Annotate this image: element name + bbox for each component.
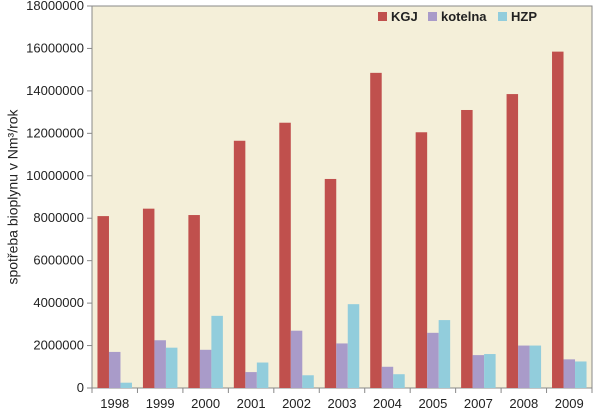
bar-kotelna-1998 (108, 351, 121, 388)
x-tick-label: 1998 (100, 396, 129, 411)
bar-kgj-2004 (370, 72, 382, 388)
legend-label-hzp: HZP (511, 9, 537, 24)
bar-kotelna-2002 (290, 330, 303, 388)
y-axis-ticks: 0 2000000 4000000 6000000 8000000 10000000 120… (26, 0, 92, 395)
x-tick-label: 2008 (509, 396, 538, 411)
y-tick-label: 6000000 (33, 253, 84, 268)
bar-kgj-2002 (279, 122, 291, 388)
legend-label-kgj: KGJ (391, 9, 418, 24)
x-tick-label: 2002 (282, 396, 311, 411)
legend: KGJ kotelna HZP (378, 9, 537, 24)
bar-hzp-1999 (165, 347, 178, 388)
bar-hzp-2005 (438, 320, 451, 388)
bar-kotelna-1999 (154, 340, 166, 388)
legend-label-kotelna: kotelna (441, 9, 487, 24)
x-tick-label: 2005 (418, 396, 447, 411)
bar-kotelna-2005 (427, 332, 439, 388)
legend-swatch-hzp (498, 12, 507, 21)
legend-swatch-kgj (378, 12, 387, 21)
bar-hzp-2000 (211, 315, 223, 388)
bar-hzp-2002 (302, 375, 314, 388)
bar-kotelna-2008 (518, 345, 530, 388)
bar-kotelna-2001 (245, 372, 257, 388)
y-tick-label: 18000000 (26, 0, 84, 13)
x-tick-label: 2000 (191, 396, 220, 411)
y-tick-label: 12000000 (26, 125, 84, 140)
y-tick-label: 14000000 (26, 83, 84, 98)
bar-kotelna-2003 (336, 343, 348, 388)
bar-kotelna-2000 (199, 349, 212, 388)
y-tick-label: 4000000 (33, 295, 84, 310)
bars-group (97, 51, 587, 389)
bar-kgj-1998 (97, 216, 109, 388)
x-axis-ticks: 1998 1999 2000 2001 2002 2003 2004 2005 2007 2008… (91, 388, 593, 411)
y-axis-title: spotřeba bioplynu v Nm³/rok (5, 108, 21, 284)
bar-kotelna-2009 (563, 359, 576, 388)
x-tick-label: 2001 (237, 396, 266, 411)
y-tick-label: 16000000 (26, 40, 84, 55)
bar-kgj-2003 (324, 178, 337, 388)
x-tick-label: 2003 (328, 396, 357, 411)
y-tick-label: 2000000 (33, 338, 84, 353)
bar-hzp-2009 (575, 361, 587, 388)
y-tick-label: 10000000 (26, 168, 84, 183)
bar-kgj-2001 (233, 140, 246, 388)
bar-hzp-2008 (529, 345, 542, 388)
x-tick-label: 1999 (146, 396, 175, 411)
bar-kgj-2008 (506, 94, 519, 389)
y-tick-label: 0 (77, 380, 84, 395)
y-tick-label: 8000000 (33, 210, 84, 225)
bar-kotelna-2007 (472, 355, 485, 388)
x-tick-label: 2009 (555, 396, 584, 411)
bar-kgj-2005 (415, 132, 428, 388)
bar-kgj-2007 (461, 109, 473, 388)
bar-hzp-2003 (347, 304, 360, 388)
bar-kgj-2009 (552, 51, 564, 388)
bar-kgj-2000 (188, 215, 200, 388)
x-tick-label: 2007 (464, 396, 493, 411)
legend-swatch-kotelna (428, 12, 437, 21)
bar-kgj-1999 (142, 208, 155, 388)
bar-hzp-2004 (393, 374, 405, 388)
bar-kotelna-2004 (381, 366, 394, 388)
bar-hzp-2007 (484, 354, 496, 388)
bar-hzp-2001 (256, 362, 269, 388)
x-tick-label: 2004 (373, 396, 402, 411)
bar-hzp-1998 (120, 382, 132, 388)
